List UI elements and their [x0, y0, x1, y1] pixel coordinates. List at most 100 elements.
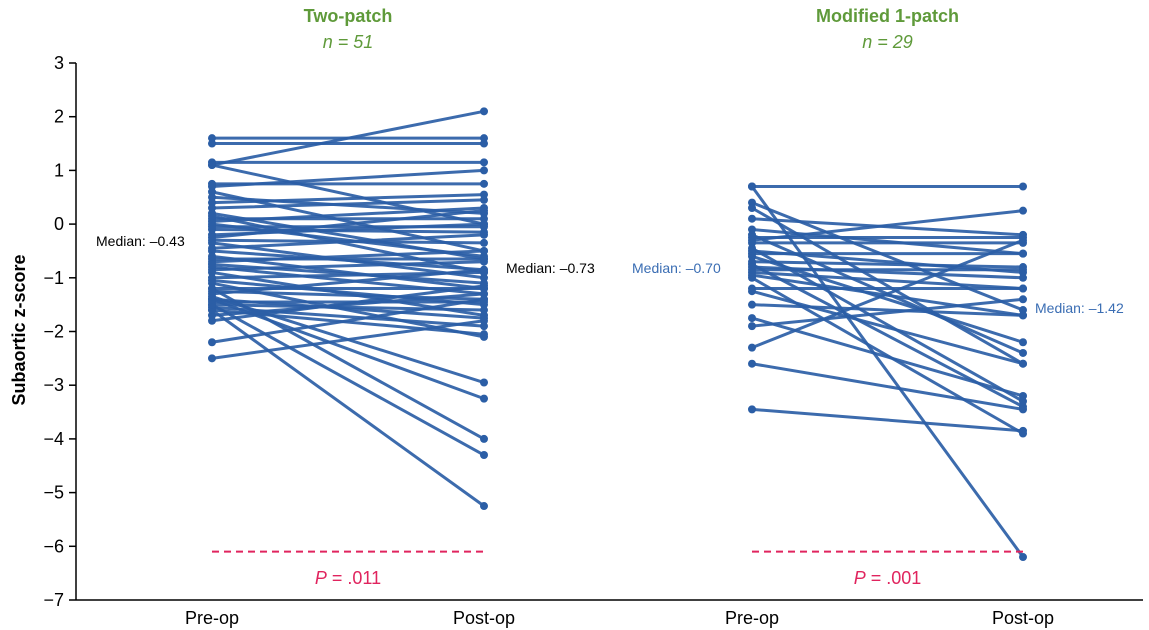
x-tick-label: Pre-op [725, 608, 779, 628]
pre-op-point [748, 203, 756, 212]
panel-n-label: n = 29 [862, 32, 913, 52]
post-op-point [480, 306, 488, 315]
pre-op-point [748, 214, 756, 223]
p-symbol: P [854, 568, 866, 588]
post-op-point [480, 238, 488, 247]
paired-line [750, 273, 1025, 317]
pre-op-point [748, 405, 756, 414]
post-op-point [480, 139, 488, 148]
pre-op-point [208, 233, 216, 242]
pre-op-point [208, 292, 216, 301]
post-op-point [480, 268, 488, 277]
series-points [748, 182, 1027, 562]
paired-line [210, 249, 486, 264]
paired-line [210, 303, 486, 457]
post-op-point [1019, 426, 1027, 435]
post-op-point [480, 279, 488, 288]
paired-line [210, 297, 486, 344]
post-op-point [1019, 359, 1027, 368]
panel-title: Two-patch [304, 6, 393, 26]
post-op-point [480, 107, 488, 116]
p-value-label: P = .011 [315, 568, 381, 588]
paired-line [210, 206, 486, 223]
post-op-point [1019, 348, 1027, 357]
pre-op-point [748, 233, 756, 242]
p-value-label: P = .001 [854, 568, 922, 588]
post-op-point [1019, 249, 1027, 258]
series-lines [210, 109, 486, 508]
paired-line [750, 407, 1025, 433]
y-axis-title: Subaortic z-score [9, 254, 29, 405]
post-op-point [1019, 284, 1027, 293]
post-op-point [1019, 265, 1027, 274]
p-value: = .001 [866, 568, 922, 588]
post-op-point [1019, 295, 1027, 304]
paired-line [210, 198, 486, 210]
post-op-point [480, 166, 488, 175]
pre-op-point [208, 260, 216, 269]
paired-line [210, 214, 486, 274]
y-tick-label: −2 [43, 322, 64, 342]
y-tick-label: −7 [43, 590, 64, 610]
axes: 3 2 1 0 −1 −2 −3 −4 −5 −6 −7 Pre-op Post-op Pre-op Po… [9, 53, 1143, 628]
post-op-point [480, 316, 488, 325]
median-post-label: Median: –1.42 [1035, 300, 1124, 316]
pre-op-point [748, 343, 756, 352]
pre-op-point [208, 338, 216, 347]
post-op-point [480, 394, 488, 403]
post-op-point [480, 434, 488, 443]
post-op-point [480, 257, 488, 266]
paired-line [750, 260, 1025, 269]
y-ticks: 3 2 1 0 −1 −2 −3 −4 −5 −6 −7 [43, 53, 76, 610]
y-tick-label: −4 [43, 429, 64, 449]
paired-line [750, 209, 1025, 242]
post-op-point [480, 295, 488, 304]
post-op-point [1019, 405, 1027, 414]
pre-op-point [748, 359, 756, 368]
paired-line [210, 319, 486, 360]
x-tick-label: Post-op [453, 608, 515, 628]
post-op-point [480, 451, 488, 460]
post-op-point [480, 206, 488, 215]
pre-op-point [748, 322, 756, 331]
median-pre-label: Median: –0.70 [632, 260, 721, 276]
p-value: = .011 [327, 568, 381, 588]
paired-line [210, 109, 486, 167]
median-pre-label: Median: –0.43 [96, 233, 185, 249]
pre-op-point [208, 139, 216, 148]
panel-2: Modified 1-patch n = 29 Median: –0.70 Media… [632, 6, 1124, 588]
pre-op-point [748, 182, 756, 191]
paired-line [210, 262, 486, 285]
post-op-point [480, 179, 488, 188]
paired-line [210, 168, 486, 189]
x-tick-label: Pre-op [185, 608, 239, 628]
pre-op-point [208, 161, 216, 170]
post-op-point [480, 246, 488, 255]
post-op-point [480, 502, 488, 511]
pre-op-point [208, 316, 216, 325]
post-op-point [1019, 206, 1027, 215]
post-op-point [480, 330, 488, 339]
y-tick-label: −3 [43, 375, 64, 395]
panel-n-label: n = 51 [323, 32, 374, 52]
post-op-point [1019, 311, 1027, 320]
panel-1: Two-patch n = 51 Median: –0.43 Median: –0.7… [96, 6, 595, 588]
paired-line [750, 185, 1025, 559]
y-tick-label: 1 [54, 160, 64, 180]
pre-op-point [208, 284, 216, 293]
pre-op-point [748, 300, 756, 309]
paired-line [210, 209, 486, 240]
pre-op-point [748, 287, 756, 296]
paired-line [210, 308, 486, 508]
y-tick-label: −1 [43, 268, 64, 288]
post-op-point [480, 378, 488, 387]
paired-line [750, 297, 1025, 328]
paired-line [750, 289, 1025, 366]
post-op-point [1019, 273, 1027, 282]
pre-op-point [748, 271, 756, 280]
x-ticks: Pre-op Post-op Pre-op Post-op [185, 608, 1054, 628]
paired-line [750, 362, 1025, 411]
post-op-point [480, 220, 488, 229]
post-op-point [1019, 233, 1027, 242]
